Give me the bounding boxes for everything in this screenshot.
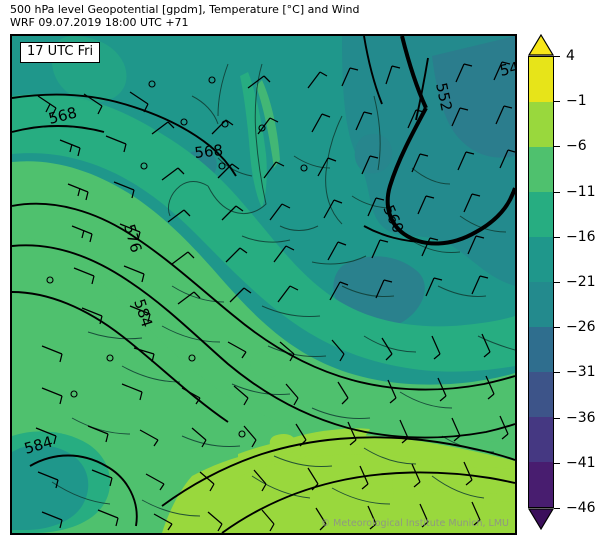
colorbar-tick-label: −6 [566, 138, 587, 155]
colorbar-segment [529, 372, 553, 417]
colorbar-segments [528, 56, 554, 508]
colorbar-tick-label: −31 [566, 364, 596, 381]
colorbar-tick-label: −11 [566, 183, 596, 200]
colorbar-segment [529, 237, 553, 282]
colorbar-tick-label: −21 [566, 274, 596, 290]
map-canvas [12, 36, 515, 533]
colorbar-tick-label: −1 [566, 93, 587, 110]
colorbar-tick-mark [554, 327, 560, 329]
chart-subtitle: WRF 09.07.2019 18:00 UTC +71 [10, 16, 189, 29]
colorbar-tick-mark [554, 417, 560, 419]
colorbar-tick-mark [554, 508, 560, 509]
colorbar-tick-label: −46 [566, 500, 596, 516]
colorbar-tick-mark [554, 101, 560, 103]
colorbar-segment [529, 417, 553, 462]
colorbar-tick-mark [554, 56, 560, 57]
chart-title: 500 hPa level Geopotential [gpdm], Tempe… [10, 3, 360, 16]
weather-map[interactable]: 568 568 576 584 584 552 544 560 17 UTC Fri © Me… [10, 34, 517, 535]
colorbar-tick-mark [554, 462, 560, 464]
colorbar-tick-mark [554, 146, 560, 148]
colorbar-over-arrow [528, 34, 554, 56]
wind-barbs [35, 61, 515, 532]
colorbar-tick-mark [554, 282, 560, 283]
forecast-time-badge: 17 UTC Fri [20, 42, 101, 63]
heavy-contour [385, 36, 515, 246]
colorbar-tick-label: 4 [566, 48, 575, 64]
colorbar-under-arrow [528, 508, 554, 530]
colorbar-tick-mark [554, 236, 560, 238]
geopotential-contours [12, 36, 515, 533]
colorbar-segment [529, 147, 553, 192]
colorbar-segment [529, 282, 553, 327]
temperature-colorbar[interactable]: 4 −1 −6 −11 −16 −21 −26 −31 −36 −41 −46 [528, 34, 603, 539]
copyright-watermark: © Meteorological Institute Munich, LMU [320, 518, 509, 529]
colorbar-tick-mark [554, 372, 560, 374]
chart-title-block: 500 hPa level Geopotential [gpdm], Tempe… [10, 3, 470, 29]
colorbar-segment [529, 462, 553, 507]
colorbar-tick-label: −36 [566, 409, 596, 426]
colorbar-tick-label: −41 [566, 454, 596, 471]
colorbar-segment [529, 102, 553, 147]
colorbar-tick-mark [554, 191, 560, 193]
colorbar-tick-label: −26 [566, 319, 596, 336]
colorbar-segment [529, 57, 553, 102]
colorbar-tick-label: −16 [566, 228, 596, 245]
colorbar-segment [529, 192, 553, 237]
colorbar-segment [529, 327, 553, 372]
